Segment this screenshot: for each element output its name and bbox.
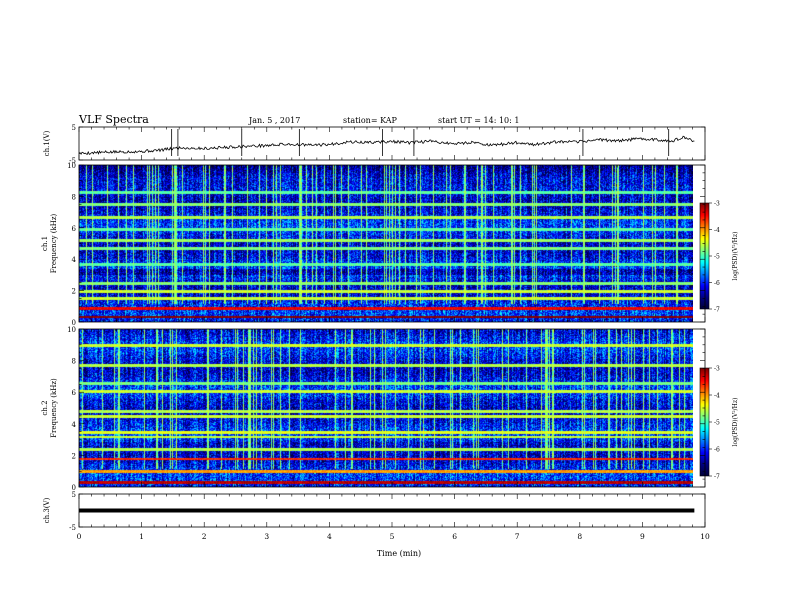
x-tick-label: 8 [577, 532, 582, 541]
x-tick-label: 5 [390, 532, 395, 541]
date-label: Jan. 5 , 2017 [248, 116, 300, 125]
x-tick-label: 9 [640, 532, 645, 541]
start-time-label: start UT = 14: 10: 1 [438, 116, 519, 125]
ch2-frequency-tick-label: 10 [67, 326, 76, 334]
ch3-voltage-tick-label: -5 [69, 524, 76, 532]
ch1-frequency-tick-label: 2 [72, 288, 76, 296]
ch2-colorbar [700, 368, 709, 476]
ch2-frequency-tick-label: 6 [72, 389, 77, 397]
ch2-frequency-axis-label: Frequency (kHz) [50, 378, 58, 438]
x-axis-label: Time (min) [377, 549, 421, 558]
ch1-frequency-tick-label: 10 [67, 162, 76, 170]
ch3-voltage-axis-label: ch.3(V) [43, 497, 51, 523]
ch2-colorbar-tick-label: -7 [714, 474, 720, 481]
ch2-colorbar-tick-label: -4 [714, 393, 720, 400]
ch2-colorbar-tick-label: -6 [714, 447, 720, 454]
x-tick-label: 4 [327, 532, 332, 541]
ch1-colorbar-label: log(PSD)(V²/Hz) [732, 232, 739, 281]
ch1-voltage-line [78, 135, 695, 155]
ch2-colorbar-label: log(PSD)(V²/Hz) [732, 398, 739, 447]
x-tick-label: 3 [264, 532, 269, 541]
ch1-frequency-tick-label: 8 [72, 193, 76, 201]
ch1-colorbar-tick-label: -3 [714, 201, 720, 208]
ch2-frequency-tick-label: 2 [72, 452, 76, 460]
ch1-channel-label: ch.1 [41, 236, 49, 251]
station-label: station= KAP [343, 116, 398, 125]
ch2-channel-label: ch.2 [41, 400, 49, 415]
x-tick-label: 6 [452, 532, 457, 541]
ch2-colorbar-tick-label: -3 [714, 366, 720, 373]
x-tick-label: 0 [77, 532, 82, 541]
ch1-voltage-tick-label: 5 [72, 124, 76, 132]
ch1-frequency-tick-label: 0 [72, 319, 76, 327]
ch2-spectrogram-image [79, 329, 693, 487]
ch1-colorbar-tick-label: -6 [714, 280, 720, 287]
ch2-frequency-tick-label: 4 [72, 421, 77, 429]
ch1-spectrogram-image [79, 165, 693, 322]
ch2-colorbar-tick-label: -5 [714, 420, 720, 427]
ch1-colorbar-tick-label: -5 [714, 254, 720, 261]
ch1-frequency-tick-label: 4 [72, 256, 77, 264]
chart-title: VLF Spectra [78, 113, 149, 126]
ch3-voltage-tick-label: 5 [72, 491, 76, 499]
ch2-frequency-tick-label: 8 [72, 358, 76, 366]
x-tick-label: 10 [700, 532, 710, 541]
ch1-voltage-axis-label: ch.1(V) [43, 130, 51, 156]
x-tick-label: 7 [515, 532, 520, 541]
ch1-colorbar-tick-label: -4 [714, 227, 720, 234]
ch1-colorbar [700, 203, 709, 309]
ch1-colorbar-tick-label: -7 [714, 307, 720, 314]
ch1-voltage-tick-label: -5 [69, 157, 76, 165]
ch1-frequency-axis-label: Frequency (kHz) [50, 213, 58, 273]
ch1-frequency-tick-label: 6 [72, 225, 77, 233]
x-tick-label: 1 [139, 532, 144, 541]
x-tick-label: 2 [202, 532, 207, 541]
ch2-frequency-tick-label: 0 [72, 484, 76, 492]
